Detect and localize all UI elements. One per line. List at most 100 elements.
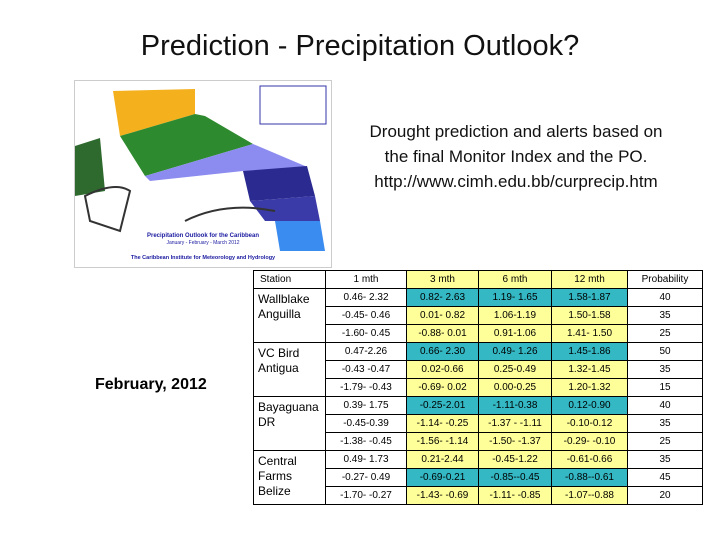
table-cell: 0.12-0.90	[551, 396, 628, 415]
table-cell: -1.14- -0.25	[406, 414, 479, 433]
table-cell: 1.32-1.45	[551, 360, 628, 379]
table-cell: 0.82- 2.63	[406, 288, 479, 307]
svg-text:The Caribbean Institute for Me: The Caribbean Institute for Meteorology …	[131, 255, 276, 261]
table-cell: -1.43- -0.69	[406, 486, 479, 505]
table-cell: 35	[627, 450, 703, 469]
svg-text:January - February - March 201: January - February - March 2012	[166, 240, 239, 246]
region-above	[113, 89, 195, 136]
table-cell: -1.79- -0.43	[325, 378, 407, 397]
table-cell: 0.46- 2.32	[325, 288, 407, 307]
region-green-west	[75, 138, 105, 196]
table-row: VC Bird Antigua 0.47-2.26 0.66- 2.30 0.49- …	[253, 342, 703, 397]
table-cell: -0.69- 0.02	[406, 378, 479, 397]
date-label: February, 2012	[95, 376, 207, 393]
table-cell: 25	[627, 432, 703, 451]
table-row: -0.45-0.39 -1.14- -0.25 -1.37 - -1.11 -0.10…	[254, 414, 703, 433]
table-cell: 25	[627, 324, 703, 343]
table-cell: 1.19- 1.65	[478, 288, 552, 307]
table-cell: -0.25-2.01	[406, 396, 479, 415]
table-cell: 0.66- 2.30	[406, 342, 479, 361]
column-header: 12 mth	[551, 270, 628, 289]
table-cell: -1.56- -1.14	[406, 432, 479, 451]
table-cell: 1.06-1.19	[478, 306, 552, 325]
svg-text:Precipitation Outlook for the: Precipitation Outlook for the Caribbean	[147, 233, 259, 239]
table-cell: -0.61-0.66	[551, 450, 628, 469]
table-cell: 1.41- 1.50	[551, 324, 628, 343]
precipitation-outlook-map: Precipitation Outlook for the Caribbean …	[74, 80, 332, 268]
table-row: -0.43 -0.47 0.02-0.66 0.25-0.49 1.32-1.45 35	[254, 360, 703, 379]
table-cell: -0.88--0.61	[551, 468, 628, 487]
table-cell: -1.38- -0.45	[325, 432, 407, 451]
table-row: -0.45- 0.46 0.01- 0.82 1.06-1.19 1.50-1.58 3…	[254, 306, 703, 325]
table-cell: -0.69-0.21	[406, 468, 479, 487]
table-cell: 40	[627, 396, 703, 415]
table-cell: -0.45- 0.46	[325, 306, 407, 325]
table-cell: -0.29- -0.10	[551, 432, 628, 451]
table-cell: -0.85--0.45	[478, 468, 552, 487]
table-cell: 50	[627, 342, 703, 361]
table-cell: 1.45-1.86	[551, 342, 628, 361]
table-cell: 45	[627, 468, 703, 487]
column-header: Station	[253, 270, 326, 289]
table-cell: -0.43 -0.47	[325, 360, 407, 379]
table-cell: -0.45-1.22	[478, 450, 552, 469]
table-cell: 35	[627, 360, 703, 379]
table-cell: -1.70- -0.27	[325, 486, 407, 505]
table-cell: -1.11-0.38	[478, 396, 552, 415]
table-row: Bayaguana DR 0.39- 1.75 -0.25-2.01 -1.11-0.…	[253, 396, 703, 451]
header-row: Station 1 mth 3 mth 6 mth 12 mth Probability	[253, 270, 703, 289]
column-header: Probability	[627, 270, 703, 289]
table-cell: -1.07--0.88	[551, 486, 628, 505]
region-navy	[243, 166, 315, 201]
table-cell: 0.91-1.06	[478, 324, 552, 343]
table-cell: -0.10-0.12	[551, 414, 628, 433]
table-cell: 0.21-2.44	[406, 450, 479, 469]
table-cell: 0.00-0.25	[478, 378, 552, 397]
table-row: Central Farms Belize 0.49- 1.73 0.21-2.44-…	[253, 450, 703, 505]
table-cell: -1.11- -0.85	[478, 486, 552, 505]
description-line: the final Monitor Index and the PO.	[384, 147, 648, 166]
region-blue	[250, 196, 320, 221]
table-cell: 0.49- 1.26	[478, 342, 552, 361]
table-cell: -0.45-0.39	[325, 414, 407, 433]
table-cell: 1.20-1.32	[551, 378, 628, 397]
station-name: Wallblake Anguilla	[253, 288, 326, 343]
table-cell: 0.02-0.66	[406, 360, 479, 379]
table-cell: 0.25-0.49	[478, 360, 552, 379]
table-cell: 1.58-1.87	[551, 288, 628, 307]
slide-title: Prediction - Precipitation Outlook?	[140, 30, 580, 62]
table-cell: -1.50- -1.37	[478, 432, 552, 451]
region-green-north	[120, 114, 253, 176]
table-row: Wallblake Anguilla 0.46- 2.32 0.82- 2.63 1.…	[253, 288, 703, 343]
table-cell: 40	[627, 288, 703, 307]
table-cell: 0.49- 1.73	[325, 450, 407, 469]
table-cell: 15	[627, 378, 703, 397]
column-header: 6 mth	[478, 270, 552, 289]
table-cell: 20	[627, 486, 703, 505]
table-cell: -0.27- 0.49	[325, 468, 407, 487]
table-row: -1.38- -0.45 -1.56- -1.14 -1.50- -1.37 -0.2…	[254, 432, 703, 451]
probability-table: Station 1 mth 3 mth 6 mth 12 mth Probability W…	[253, 270, 703, 505]
description-url[interactable]: http://www.cimh.edu.bb/curprecip.htm	[374, 172, 658, 191]
column-header: 3 mth	[406, 270, 479, 289]
table-cell: 35	[627, 306, 703, 325]
table-row: -0.27- 0.49 -0.69-0.21 -0.85--0.45 -0.88--0…	[254, 468, 703, 487]
table-row: -1.70- -0.27 -1.43- -0.69 -1.11- -0.85 -1.0…	[254, 486, 703, 505]
table-cell: -0.88- 0.01	[406, 324, 479, 343]
table-cell: -1.37 - -1.11	[478, 414, 552, 433]
station-name: Central Farms Belize	[253, 450, 326, 505]
station-name: VC Bird Antigua	[253, 342, 326, 397]
table-cell: -1.60- 0.45	[325, 324, 407, 343]
station-name: Bayaguana DR	[253, 396, 326, 451]
table-row: -1.60- 0.45 -0.88- 0.01 0.91-1.06 1.41- 1.5…	[254, 324, 703, 343]
table-cell: 0.01- 0.82	[406, 306, 479, 325]
column-header: 1 mth	[325, 270, 407, 289]
description: Drought prediction and alerts based on t…	[338, 119, 694, 194]
table-cell: 35	[627, 414, 703, 433]
table-cell: 0.47-2.26	[325, 342, 407, 361]
table-cell: 1.50-1.58	[551, 306, 628, 325]
region-light-blue	[275, 221, 325, 251]
table-cell: 0.39- 1.75	[325, 396, 407, 415]
map-key	[259, 85, 327, 125]
description-line: Drought prediction and alerts based on	[369, 122, 663, 141]
